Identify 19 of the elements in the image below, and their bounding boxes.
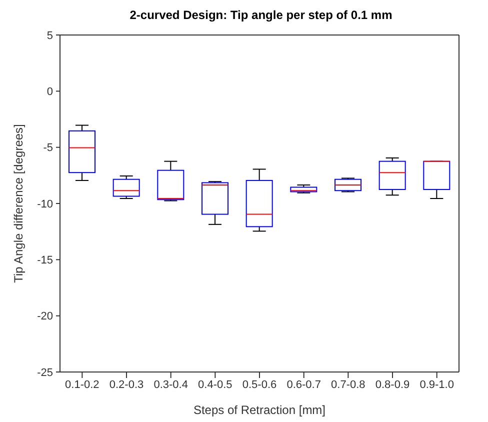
x-tick-label: 0.2-0.3 [109, 378, 144, 391]
x-tick-label: 0.6-0.7 [286, 378, 321, 391]
y-tick-label: -15 [37, 254, 53, 267]
x-tick-label: 0.3-0.4 [154, 378, 188, 391]
x-tick-label: 0.1-0.2 [65, 378, 100, 391]
y-tick-label: -10 [37, 198, 53, 210]
y-tick-label: -20 [37, 310, 53, 323]
x-tick-label: 0.9-1.0 [420, 378, 454, 391]
y-tick-label: 5 [46, 30, 53, 42]
y-tick-label: -25 [37, 366, 53, 379]
chart-title: 2-curved Design: Tip angle per step of 0.1 mm [128, 8, 394, 24]
y-tick-label: -5 [43, 142, 53, 154]
x-tick-label: 0.4-0.5 [198, 378, 232, 391]
x-axis-title: Steps of Retraction [mm] [193, 403, 326, 417]
y-tick-label: 0 [46, 86, 53, 98]
x-tick-label: 0.8-0.9 [375, 378, 410, 391]
y-axis-title: Tip Angle difference [degrees] [11, 124, 26, 283]
x-tick-label: 0.7-0.8 [331, 378, 366, 391]
x-tick-label: 0.5-0.6 [242, 378, 277, 391]
